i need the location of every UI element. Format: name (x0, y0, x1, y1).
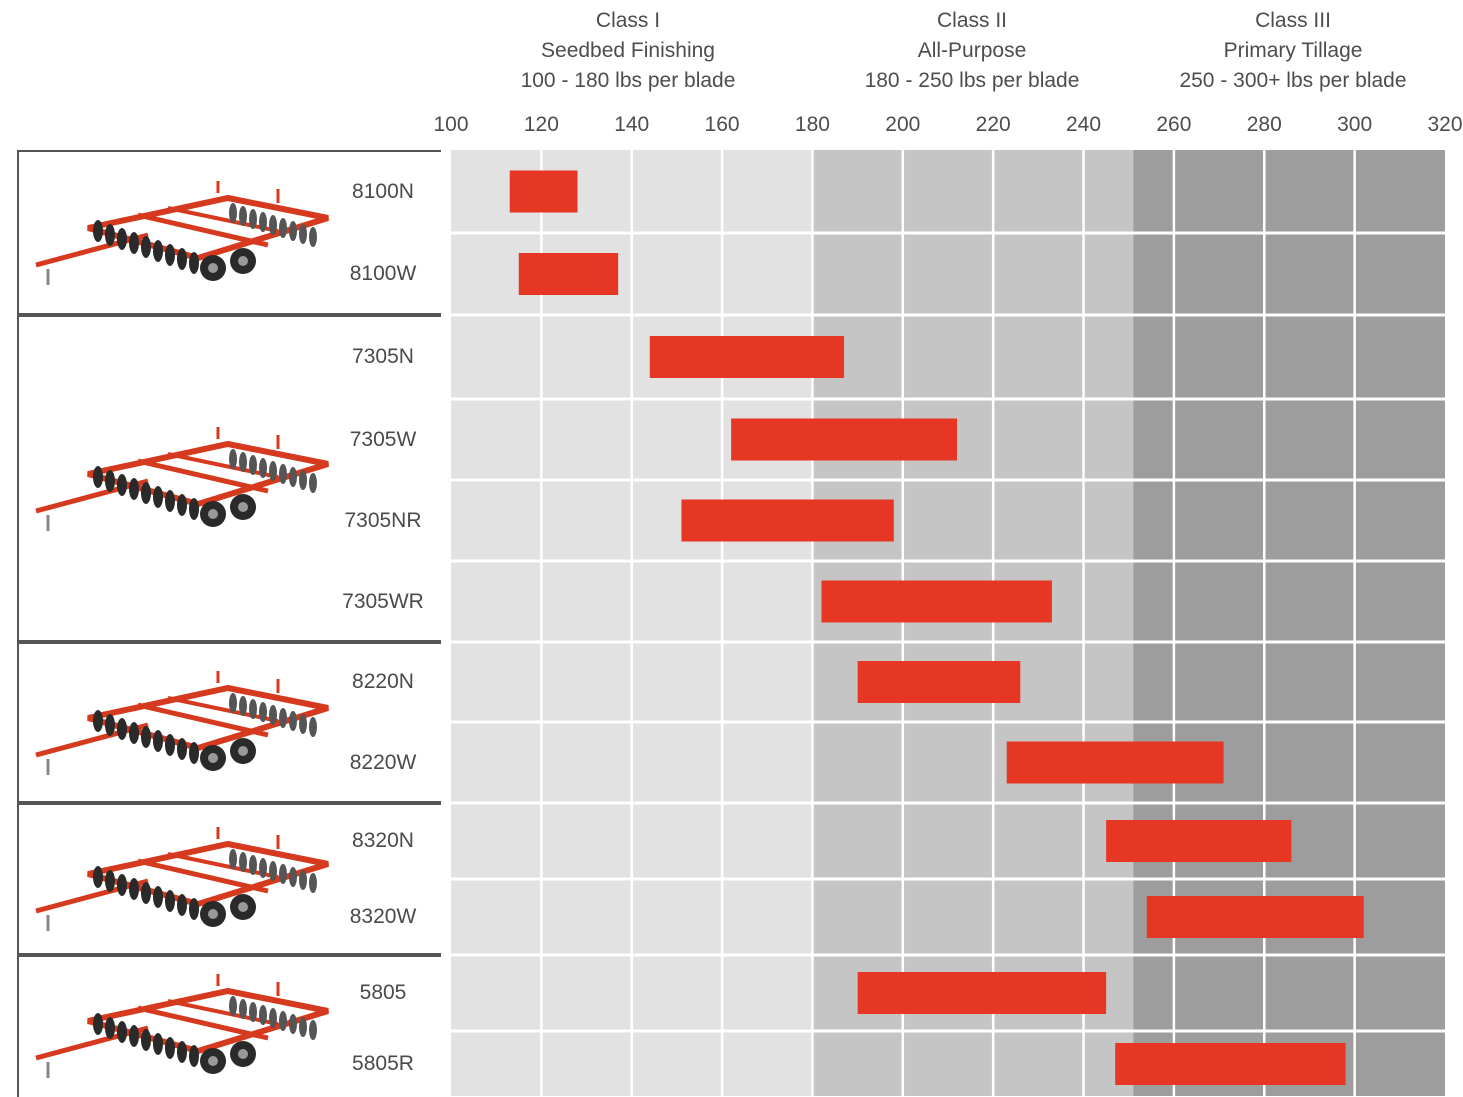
x-tick-label: 120 (523, 113, 559, 136)
disk-harrow-8320-image (35, 827, 329, 931)
model-group-1 (17, 150, 441, 315)
x-tick-label: 320 (1427, 113, 1463, 136)
x-tick-label: 220 (975, 113, 1011, 136)
class-1-range: 100 - 180 lbs per blade (520, 69, 736, 92)
model-group-2 (17, 315, 441, 642)
model-label: 7305WR (342, 589, 424, 613)
model-label: 8220N (352, 670, 414, 693)
disk-harrow-7305-image (35, 426, 329, 531)
disk-harrow-8220-image (35, 670, 329, 775)
model-label: 8320N (352, 829, 414, 852)
class-3-title: Class III (1255, 9, 1331, 32)
x-tick-label: 260 (1156, 113, 1192, 136)
class-header-1: Class I Seedbed Finishing 100 - 180 lbs … (478, 6, 778, 96)
x-tick-label: 200 (885, 113, 921, 136)
x-tick-label: 180 (794, 113, 830, 136)
model-label: 8100W (349, 262, 417, 285)
range-bar-7305W (731, 418, 958, 461)
class-1-title: Class I (595, 9, 661, 32)
model-group-4 (17, 803, 441, 955)
range-bar-7305WR (821, 580, 1052, 623)
class-header-2: Class II All-Purpose 180 - 250 lbs per b… (822, 6, 1122, 96)
range-bar-8320W (1146, 896, 1364, 938)
range-bar-8320N (1106, 820, 1292, 862)
class-2-title: Class II (936, 9, 1007, 32)
x-tick-label: 240 (1066, 113, 1102, 136)
class-header-3: Class III Primary Tillage 250 - 300+ lbs… (1143, 6, 1443, 96)
class-2-range: 180 - 250 lbs per blade (864, 69, 1080, 92)
range-bar-8220W (1006, 741, 1224, 784)
x-tick-label: 140 (614, 113, 650, 136)
x-tick-label: 300 (1337, 113, 1373, 136)
disk-harrow-5805-image (35, 974, 329, 1078)
x-tick-label: 280 (1246, 113, 1282, 136)
range-bar-8220N (857, 661, 1021, 703)
model-label: 7305N (352, 345, 414, 368)
model-label: 5805 (359, 981, 407, 1004)
range-bar-5805 (857, 972, 1107, 1014)
disk-harrow-8100-image (35, 180, 329, 285)
model-label: 7305NR (344, 508, 422, 532)
x-tick-label: 100 (433, 113, 469, 136)
model-label: 8220W (349, 750, 417, 774)
model-label: 8320W (349, 905, 417, 928)
model-group-3 (17, 642, 441, 803)
class-2-subtitle: All-Purpose (917, 39, 1027, 62)
model-label: 5805R (352, 1052, 414, 1075)
class-3-subtitle: Primary Tillage (1223, 39, 1363, 62)
model-label: 7305W (349, 427, 417, 451)
class-3-range: 250 - 300+ lbs per blade (1179, 69, 1407, 92)
range-bar-8100W (518, 253, 619, 295)
range-bar-7305NR (681, 499, 894, 542)
x-tick-label: 160 (704, 113, 740, 136)
model-label: 8100N (352, 179, 414, 203)
class-band-2 (812, 150, 1134, 1096)
range-bar-7305N (649, 336, 845, 378)
class-1-subtitle: Seedbed Finishing (541, 39, 715, 62)
class-band-3 (1133, 150, 1445, 1096)
range-bar-8100N (509, 170, 578, 213)
range-bar-5805R (1115, 1043, 1346, 1085)
model-group-5 (17, 955, 441, 1097)
